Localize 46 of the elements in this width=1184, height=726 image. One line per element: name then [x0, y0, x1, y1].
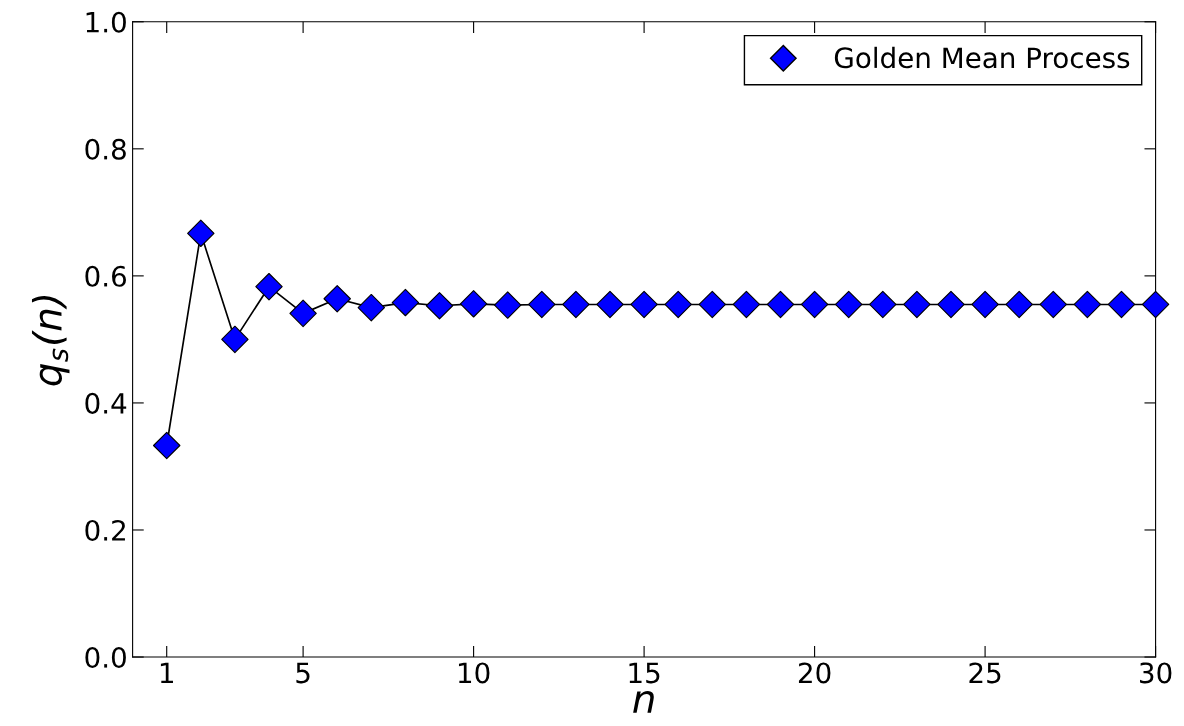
- legend-label: Golden Mean Process: [834, 46, 1130, 69]
- x-tick-label: 20: [798, 662, 831, 684]
- point: [766, 290, 795, 319]
- point: [187, 219, 215, 248]
- point: [152, 431, 181, 460]
- point: [630, 290, 658, 319]
- point: [732, 290, 761, 319]
- point: [528, 290, 556, 319]
- x-axis-title: n: [633, 690, 654, 713]
- point: [800, 290, 829, 319]
- point: [1107, 290, 1136, 319]
- point: [664, 290, 692, 319]
- x-tick-label: 30: [1140, 662, 1172, 684]
- point: [323, 285, 351, 313]
- point: [971, 290, 999, 319]
- point: [289, 299, 317, 328]
- point: [425, 292, 454, 320]
- point: [834, 290, 863, 319]
- point: [698, 290, 727, 319]
- point: [1005, 290, 1033, 319]
- x-tick-label: 1: [160, 662, 173, 683]
- y-axis-title: q$_{s}$(n): [31, 295, 70, 386]
- point: [937, 290, 965, 319]
- y-tick-label: 0.0: [85, 646, 126, 668]
- point: [903, 290, 931, 319]
- y-tick-label: 0.6: [85, 265, 126, 287]
- x-tick-label: 5: [296, 662, 310, 684]
- y-tick-label: 1.0: [86, 11, 126, 33]
- x-tick-label: 25: [969, 662, 1001, 684]
- point: [1141, 290, 1170, 319]
- point: [1039, 290, 1068, 319]
- point: [357, 293, 386, 322]
- y-tick-label: 0.4: [85, 392, 127, 414]
- point: [255, 272, 283, 301]
- point: [391, 288, 420, 317]
- point: [1073, 290, 1102, 319]
- y-tick-label: 0.2: [85, 519, 125, 541]
- point: [221, 325, 249, 354]
- point: [596, 290, 624, 319]
- point: [562, 290, 590, 319]
- x-tick-label: 15: [629, 662, 660, 684]
- y-tick-label: 0.8: [85, 138, 126, 160]
- point: [869, 290, 897, 319]
- x-tick-label: 10: [458, 662, 490, 684]
- point: [493, 291, 522, 319]
- point: [459, 290, 488, 318]
